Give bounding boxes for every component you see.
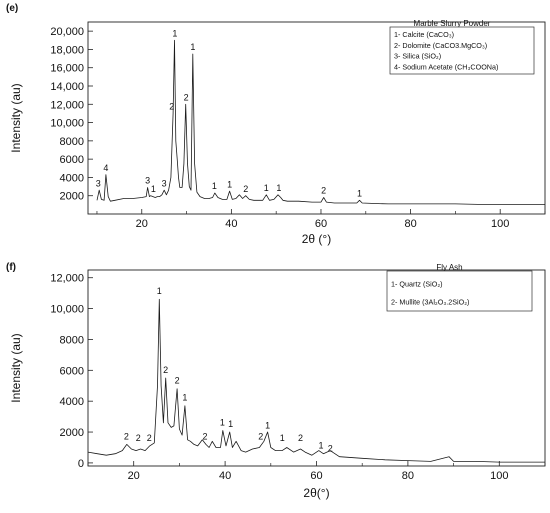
x-axis-title: 2θ(°) xyxy=(303,486,329,500)
x-tick-label: 20 xyxy=(128,470,140,482)
peak-label: 2 xyxy=(124,431,129,441)
x-tick-label: 60 xyxy=(315,218,327,230)
x-tick-label: 80 xyxy=(402,470,414,482)
peak-label: 3 xyxy=(96,178,101,188)
y-tick-label: 4000 xyxy=(60,396,84,408)
peak-label: 2 xyxy=(202,431,207,441)
peak-label: 1 xyxy=(227,179,232,189)
legend: Marble Slurry Powder 1- Calcite (CaCO₃) 2-… xyxy=(389,19,535,75)
peak-label: 1 xyxy=(172,28,177,38)
legend-title: Marble Slurry Powder xyxy=(414,19,491,28)
y-tick-label: 8000 xyxy=(60,136,84,148)
x-tick-label: 100 xyxy=(491,218,509,230)
y-tick-label: 2000 xyxy=(60,191,84,203)
y-tick-label: 6000 xyxy=(60,365,84,377)
peak-label: 2 xyxy=(243,184,248,194)
x-tick-label: 40 xyxy=(225,218,237,230)
peak-label: 1 xyxy=(264,183,269,193)
legend-entry: 2- Dolomite (CaCO3.MgCO₃) xyxy=(394,41,487,50)
y-tick-label: 12,000 xyxy=(50,99,84,111)
x-tick-label: 60 xyxy=(310,470,322,482)
peak-label: 1 xyxy=(357,188,362,198)
y-tick-label: 6000 xyxy=(60,154,84,166)
peak-label: 1 xyxy=(228,419,233,429)
peak-label: 2 xyxy=(136,433,141,443)
peak-label: 1 xyxy=(157,286,162,296)
x-axis-title: 2θ (°) xyxy=(302,232,331,246)
legend-entry: 1- Calcite (CaCO₃) xyxy=(394,30,454,39)
series-line xyxy=(96,39,545,205)
legend-title: Fly Ash xyxy=(436,263,462,272)
y-tick-label: 12,000 xyxy=(50,273,84,285)
y-axis-title: Intensity (au) xyxy=(9,333,23,402)
peak-label: 2 xyxy=(163,365,168,375)
peak-label: 1 xyxy=(190,42,195,52)
y-tick-label: 16,000 xyxy=(50,63,84,75)
legend-box xyxy=(389,26,535,75)
y-axis-title: Intensity (au) xyxy=(9,83,23,152)
y-tick-label: 14,000 xyxy=(50,81,84,93)
peak-label: 2 xyxy=(175,376,180,386)
peak-label: 1 xyxy=(182,393,187,403)
y-tick-label: 10,000 xyxy=(50,118,84,130)
y-tick-label: 8000 xyxy=(60,334,84,346)
x-tick-label: 40 xyxy=(219,470,231,482)
legend-box xyxy=(386,270,533,312)
y-tick-label: 20,000 xyxy=(50,26,84,38)
peak-label: 2 xyxy=(328,444,333,454)
peak-label: 2 xyxy=(184,92,189,102)
peak-label: 2 xyxy=(147,433,152,443)
x-tick-label: 80 xyxy=(404,218,416,230)
peak-label: 2 xyxy=(169,102,174,112)
chart-panel-f: (f) 20 40 60 80 100 0 2000 4000 6000 8000 10,000 12,… xyxy=(6,262,546,500)
y-tick-label: 4000 xyxy=(60,172,84,184)
peak-label: 1 xyxy=(280,433,285,443)
panel-label: (e) xyxy=(6,3,18,14)
x-tick-label: 100 xyxy=(490,470,508,482)
peak-label: 1 xyxy=(151,184,156,194)
peak-label: 1 xyxy=(319,441,324,451)
legend-entry: 1- Quartz (SiO₂) xyxy=(391,280,443,289)
y-tick-label: 2000 xyxy=(60,427,84,439)
chart-panel-e: (e) 20 40 60 80 100 2000 4000 6000 8000 10,000 12,0… xyxy=(6,3,546,246)
y-tick-label: 0 xyxy=(78,458,84,470)
peak-label: 1 xyxy=(265,421,270,431)
peak-label: 1 xyxy=(220,417,225,427)
peak-label: 1 xyxy=(212,181,217,191)
x-tick-label: 20 xyxy=(136,218,148,230)
series-line xyxy=(87,298,545,463)
peak-label: 3 xyxy=(162,178,167,188)
y-tick-label: 10,000 xyxy=(50,304,84,316)
legend-entry: 4- Sodium Acetate (CH₃COONa) xyxy=(394,62,498,71)
legend-entry: 3- Silica (SiO₂) xyxy=(394,52,441,61)
legend: Fly Ash 1- Quartz (SiO₂) 2- Mullite (3Al₂O… xyxy=(386,263,533,312)
peak-label: 1 xyxy=(276,183,281,193)
peak-label: 2 xyxy=(321,186,326,196)
panel-label: (f) xyxy=(6,262,16,273)
plot-frame xyxy=(87,21,546,215)
peak-label: 2 xyxy=(298,433,303,443)
peak-label: 4 xyxy=(103,163,108,173)
legend-entry: 2- Mullite (3Al₂O₃.2SiO₂) xyxy=(391,298,469,307)
peak-label: 3 xyxy=(145,176,150,186)
y-tick-label: 18,000 xyxy=(50,44,84,56)
peak-label: 2 xyxy=(258,431,263,441)
